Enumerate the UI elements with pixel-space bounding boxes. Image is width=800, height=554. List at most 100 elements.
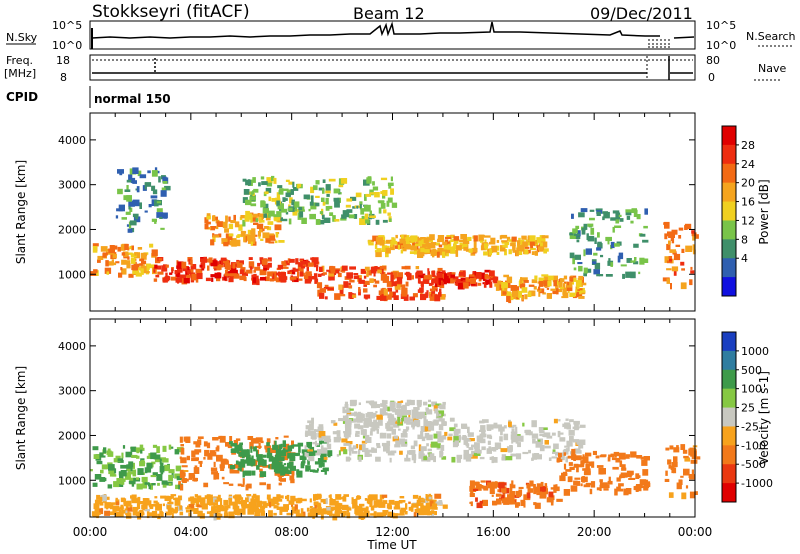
heatmap-cell — [256, 465, 260, 470]
heatmap-cell — [358, 449, 361, 455]
heatmap-cell — [191, 496, 194, 504]
heatmap-cell — [516, 247, 519, 251]
heatmap-cell — [579, 439, 586, 445]
heatmap-cell — [341, 438, 348, 443]
heatmap-cell — [317, 426, 324, 432]
heatmap-cell — [445, 236, 452, 239]
heatmap-cell — [279, 456, 285, 461]
heatmap-cell — [114, 511, 121, 514]
heatmap-cell — [267, 221, 274, 225]
heatmap-cell — [401, 234, 404, 242]
heatmap-cell — [296, 470, 303, 478]
heatmap-cell — [238, 461, 246, 468]
heatmap-cell — [216, 445, 220, 450]
heatmap-cell — [305, 425, 311, 430]
heatmap-cell — [499, 436, 503, 442]
heatmap-cell — [206, 442, 211, 449]
heatmap-cell — [469, 480, 475, 488]
heatmap-cell — [434, 294, 441, 302]
heatmap-cell — [432, 251, 435, 258]
heatmap-cell — [238, 454, 245, 457]
heatmap-cell — [560, 278, 563, 284]
heatmap-cell — [539, 430, 545, 434]
heatmap-cell — [423, 456, 428, 461]
heatmap-cell — [666, 243, 671, 251]
heatmap-cell — [577, 230, 581, 237]
heatmap-cell — [150, 475, 156, 478]
heatmap-cell — [573, 267, 577, 271]
colorbar-tick-label: 500 — [741, 364, 762, 377]
heatmap-cell — [124, 260, 131, 264]
heatmap-cell — [630, 220, 634, 224]
heatmap-cell — [428, 399, 431, 403]
heatmap-cell — [268, 234, 275, 241]
colorbar-swatch — [722, 163, 736, 184]
heatmap-cell — [389, 291, 393, 296]
heatmap-cell — [431, 401, 437, 407]
heatmap-cell — [505, 241, 510, 246]
noise-right-tick-top: 10^5 — [706, 19, 736, 32]
heatmap-cell — [578, 464, 585, 468]
x-tick-label: 20:00 — [577, 525, 612, 539]
heatmap-cell — [407, 241, 411, 245]
colorbar-swatch — [722, 426, 736, 446]
heatmap-cell — [255, 218, 259, 222]
heatmap-cell — [174, 473, 182, 479]
heatmap-cell — [340, 503, 343, 507]
heatmap-cell — [630, 260, 636, 263]
heatmap-cell — [126, 464, 133, 472]
heatmap-cell — [354, 423, 361, 429]
colorbar-tick-label: 4 — [741, 252, 748, 265]
heatmap-cell — [101, 464, 108, 470]
heatmap-cell — [189, 504, 194, 509]
heatmap-cell — [357, 425, 364, 430]
heatmap-cell — [608, 454, 611, 460]
heatmap-cell — [496, 502, 502, 505]
heatmap-cell — [556, 288, 559, 295]
heatmap-cell — [531, 420, 537, 428]
heatmap-cell — [106, 271, 109, 275]
heatmap-cell — [423, 419, 428, 427]
heatmap-cell — [161, 265, 168, 272]
heatmap-cell — [132, 506, 138, 512]
colorbar-swatch — [722, 388, 736, 409]
heatmap-cell — [562, 287, 567, 295]
heatmap-cell — [130, 495, 137, 499]
heatmap-cell — [570, 485, 578, 492]
heatmap-cell — [284, 260, 290, 266]
heatmap-cell — [599, 480, 603, 488]
heatmap-cell — [591, 461, 595, 468]
heatmap-cell — [142, 477, 148, 485]
heatmap-cell — [168, 474, 173, 482]
heatmap-cell — [292, 444, 299, 447]
heatmap-cell — [496, 251, 500, 255]
heatmap-cell — [387, 182, 394, 186]
heatmap-cell — [633, 486, 641, 491]
heatmap-cell — [315, 493, 318, 501]
heatmap-cell — [489, 456, 493, 460]
x-tick-label: 08:00 — [274, 525, 309, 539]
heatmap-cell — [160, 462, 164, 469]
heatmap-cell — [597, 243, 603, 249]
heatmap-cell — [325, 197, 329, 205]
heatmap-cell — [480, 480, 486, 483]
heatmap-cell — [100, 455, 106, 458]
heatmap-cell — [491, 494, 494, 497]
heatmap-cell — [348, 412, 355, 416]
heatmap-cell — [435, 420, 439, 425]
heatmap-cell — [100, 246, 108, 252]
heatmap-cell — [409, 296, 415, 301]
heatmap-cell — [433, 274, 436, 278]
heatmap-cell — [436, 251, 440, 258]
heatmap-cell — [334, 511, 341, 517]
heatmap-cell — [281, 453, 289, 461]
heatmap-cell — [241, 484, 245, 487]
heatmap-cell — [152, 189, 158, 195]
heatmap-cell — [581, 476, 588, 483]
heatmap-cell — [310, 257, 315, 260]
heatmap-cell — [146, 501, 151, 505]
heatmap-cell — [318, 266, 323, 272]
heatmap-cell — [358, 289, 361, 296]
heatmap-cell — [405, 426, 410, 430]
heatmap-cell — [410, 235, 418, 242]
